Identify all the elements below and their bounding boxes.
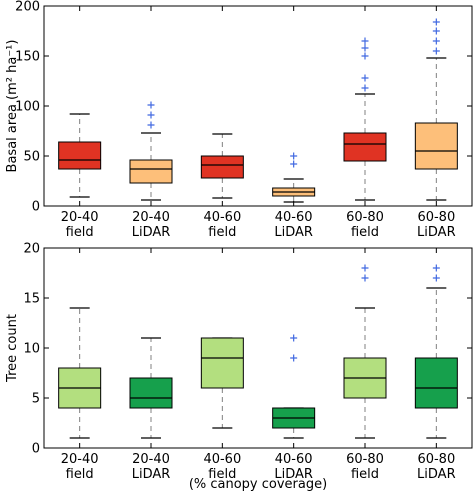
y-tick-label: 0 <box>32 442 40 457</box>
basal-area-panel: 0 50 100 150 200 20-40 field 20-40 LiDAR 40-60 fie… <box>5 0 473 240</box>
y-tick-label: 0 <box>32 200 40 215</box>
x-tick-label: 40-60 field <box>203 452 241 482</box>
outlier-marker <box>361 264 369 272</box>
outlier-marker <box>361 74 369 82</box>
box <box>58 141 102 170</box>
x-tick-label: 60-80 LiDAR <box>417 452 456 482</box>
y-tick-label: 20 <box>23 242 40 257</box>
x-tick-label: 60-80 field <box>346 452 384 482</box>
axes-frame <box>43 247 473 449</box>
outlier-marker <box>432 47 440 55</box>
box <box>129 159 173 184</box>
outlier-marker <box>290 160 298 168</box>
outlier-marker <box>361 84 369 92</box>
outlier-marker <box>290 334 298 342</box>
x-tick-label: 20-40 LiDAR <box>132 452 171 482</box>
outlier-marker <box>432 37 440 45</box>
x-tick-label: 20-40 field <box>61 452 99 482</box>
y-axis-label: Tree count <box>5 314 20 383</box>
outlier-marker <box>290 354 298 362</box>
outlier-marker <box>361 44 369 52</box>
x-tick-label: 60-80 LiDAR <box>417 210 456 240</box>
x-tick-label: 20-40 field <box>61 210 99 240</box>
x-tick-label: 60-80 field <box>346 210 384 240</box>
x-axis-label: (% canopy coverage) <box>189 477 327 492</box>
box <box>200 337 244 389</box>
axes-frame <box>43 5 473 207</box>
outlier-marker <box>361 37 369 45</box>
y-tick-label: 150 <box>15 50 40 65</box>
y-axis-label: Basal area (m² ha⁻¹) <box>5 40 20 173</box>
box <box>414 357 458 409</box>
x-tick-label: 20-40 LiDAR <box>132 210 171 240</box>
x-tick-label: 40-60 LiDAR <box>274 210 313 240</box>
outlier-marker <box>361 274 369 282</box>
y-tick-label: 200 <box>15 0 40 15</box>
y-tick-label: 50 <box>23 150 40 165</box>
outlier-marker <box>147 101 155 109</box>
outlier-marker <box>432 18 440 26</box>
box <box>343 132 387 162</box>
outlier-marker <box>432 27 440 35</box>
x-tick-label: 40-60 field <box>203 210 241 240</box>
box <box>414 122 458 170</box>
outlier-marker <box>147 111 155 119</box>
x-tick-label: 40-60 LiDAR <box>274 452 313 482</box>
outlier-marker <box>361 52 369 60</box>
y-tick-label: 10 <box>23 342 40 357</box>
y-tick-label: 100 <box>15 100 40 115</box>
tree-count-panel: 0 5 10 15 20 20-40 field 20-40 LiDAR 40-60 field 40… <box>5 242 473 482</box>
y-tick-label: 15 <box>23 292 40 307</box>
outlier-marker <box>147 121 155 129</box>
outlier-marker <box>432 264 440 272</box>
y-tick-label: 5 <box>32 392 40 407</box>
outlier-marker <box>432 274 440 282</box>
box <box>129 377 173 409</box>
box <box>200 155 244 179</box>
outlier-marker <box>290 152 298 160</box>
